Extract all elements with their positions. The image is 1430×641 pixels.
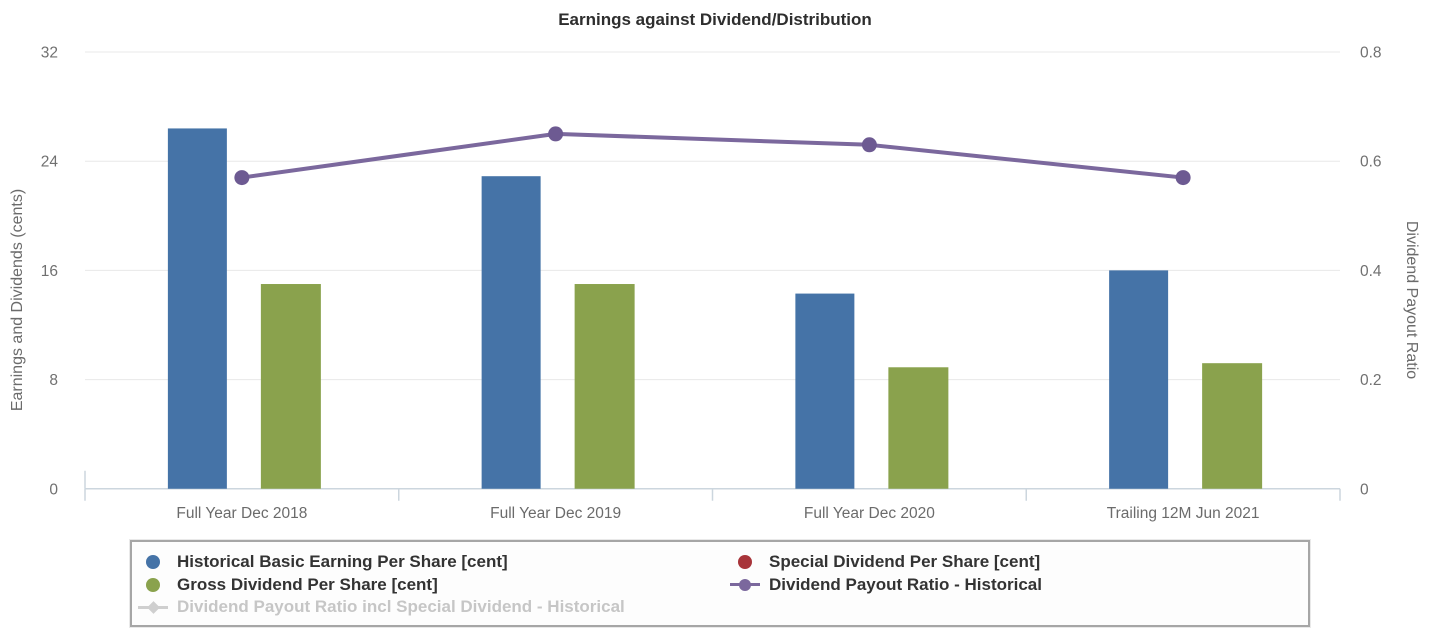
line-point-marker[interactable] bbox=[861, 137, 877, 153]
legend-item-special-dividend-per-share-cent[interactable]: Special Dividend Per Share [cent] bbox=[730, 551, 1042, 574]
y-axis-left-tick-label: 16 bbox=[41, 263, 58, 280]
legend-item-label: Dividend Payout Ratio incl Special Divid… bbox=[177, 597, 625, 617]
y-axis-right-tick-label: 0.8 bbox=[1360, 45, 1382, 62]
bar-historical-basic-earning-per-share-cent[interactable] bbox=[481, 176, 541, 489]
circle-marker-icon bbox=[730, 554, 760, 570]
line-point-marker[interactable] bbox=[234, 170, 250, 186]
earnings-dividend-chart: 0 0 8 0.2 16 0.4 24 0.6 32 0.8 Full Year Dec 2018 F… bbox=[9, 45, 1420, 523]
bar-gross-dividend-per-share-cent[interactable] bbox=[574, 284, 635, 489]
line-diamond-marker-icon bbox=[138, 599, 168, 615]
y-axis-left-tick-label: 0 bbox=[49, 481, 58, 498]
y-axis-left-tick-label: 24 bbox=[41, 154, 59, 171]
x-axis-category-label: Trailing 12M Jun 2021 bbox=[1107, 505, 1260, 522]
y-axis-right-tick-label: 0.2 bbox=[1360, 372, 1382, 389]
legend-column-right: Special Dividend Per Share [cent] Dividen… bbox=[730, 551, 1042, 625]
y-axis-right-tick-label: 0.6 bbox=[1360, 154, 1382, 171]
circle-marker-icon bbox=[138, 554, 168, 570]
circle-marker-icon bbox=[138, 577, 168, 593]
x-axis-category-label: Full Year Dec 2019 bbox=[490, 505, 621, 522]
legend-item-gross-dividend-per-share-cent[interactable]: Gross Dividend Per Share [cent] bbox=[138, 574, 730, 597]
legend-item-dividend-payout-ratio-historical[interactable]: Dividend Payout Ratio - Historical bbox=[730, 574, 1042, 597]
legend-column-left: Historical Basic Earning Per Share [cent… bbox=[138, 551, 730, 625]
y-axis-left-tick-label: 8 bbox=[49, 372, 58, 389]
dividend-payout-line bbox=[241, 131, 1184, 180]
y-axis-right-tick-label: 0 bbox=[1360, 481, 1369, 498]
chart-title: Earnings against Dividend/Distribution bbox=[558, 10, 872, 29]
legend-item-label: Gross Dividend Per Share [cent] bbox=[177, 574, 438, 594]
bar-gross-dividend-per-share-cent[interactable] bbox=[888, 367, 949, 489]
y-axis-left-tick-label: 32 bbox=[41, 45, 58, 62]
line-point-marker[interactable] bbox=[548, 126, 564, 142]
bar-historical-basic-earning-per-share-cent[interactable] bbox=[167, 128, 227, 489]
legend-item-historical-basic-earning-per-share-cent[interactable]: Historical Basic Earning Per Share [cent… bbox=[138, 551, 730, 574]
legend-item-dividend-payout-ratio-incl-special-dividend-historical[interactable]: Dividend Payout Ratio incl Special Divid… bbox=[138, 596, 730, 619]
bar-historical-basic-earning-per-share-cent[interactable] bbox=[795, 293, 855, 489]
legend-item-label: Historical Basic Earning Per Share [cent… bbox=[177, 552, 508, 572]
line-circle-marker-icon bbox=[730, 577, 760, 593]
x-axis-category-label: Full Year Dec 2020 bbox=[804, 505, 935, 522]
legend-item-label: Special Dividend Per Share [cent] bbox=[769, 552, 1041, 572]
legend-item-label: Dividend Payout Ratio - Historical bbox=[769, 574, 1042, 594]
bar-gross-dividend-per-share-cent[interactable] bbox=[260, 284, 321, 489]
right-axis-title: Dividend Payout Ratio bbox=[1403, 221, 1420, 379]
y-axis-right-tick-label: 0.4 bbox=[1360, 263, 1382, 280]
bar-gross-dividend-per-share-cent[interactable] bbox=[1202, 363, 1263, 489]
left-axis-title: Earnings and Dividends (cents) bbox=[9, 189, 26, 411]
bar-historical-basic-earning-per-share-cent[interactable] bbox=[1109, 270, 1169, 489]
legend: Historical Basic Earning Per Share [cent… bbox=[130, 540, 1310, 627]
line-point-marker[interactable] bbox=[1175, 170, 1191, 186]
x-axis-category-label: Full Year Dec 2018 bbox=[176, 505, 307, 522]
